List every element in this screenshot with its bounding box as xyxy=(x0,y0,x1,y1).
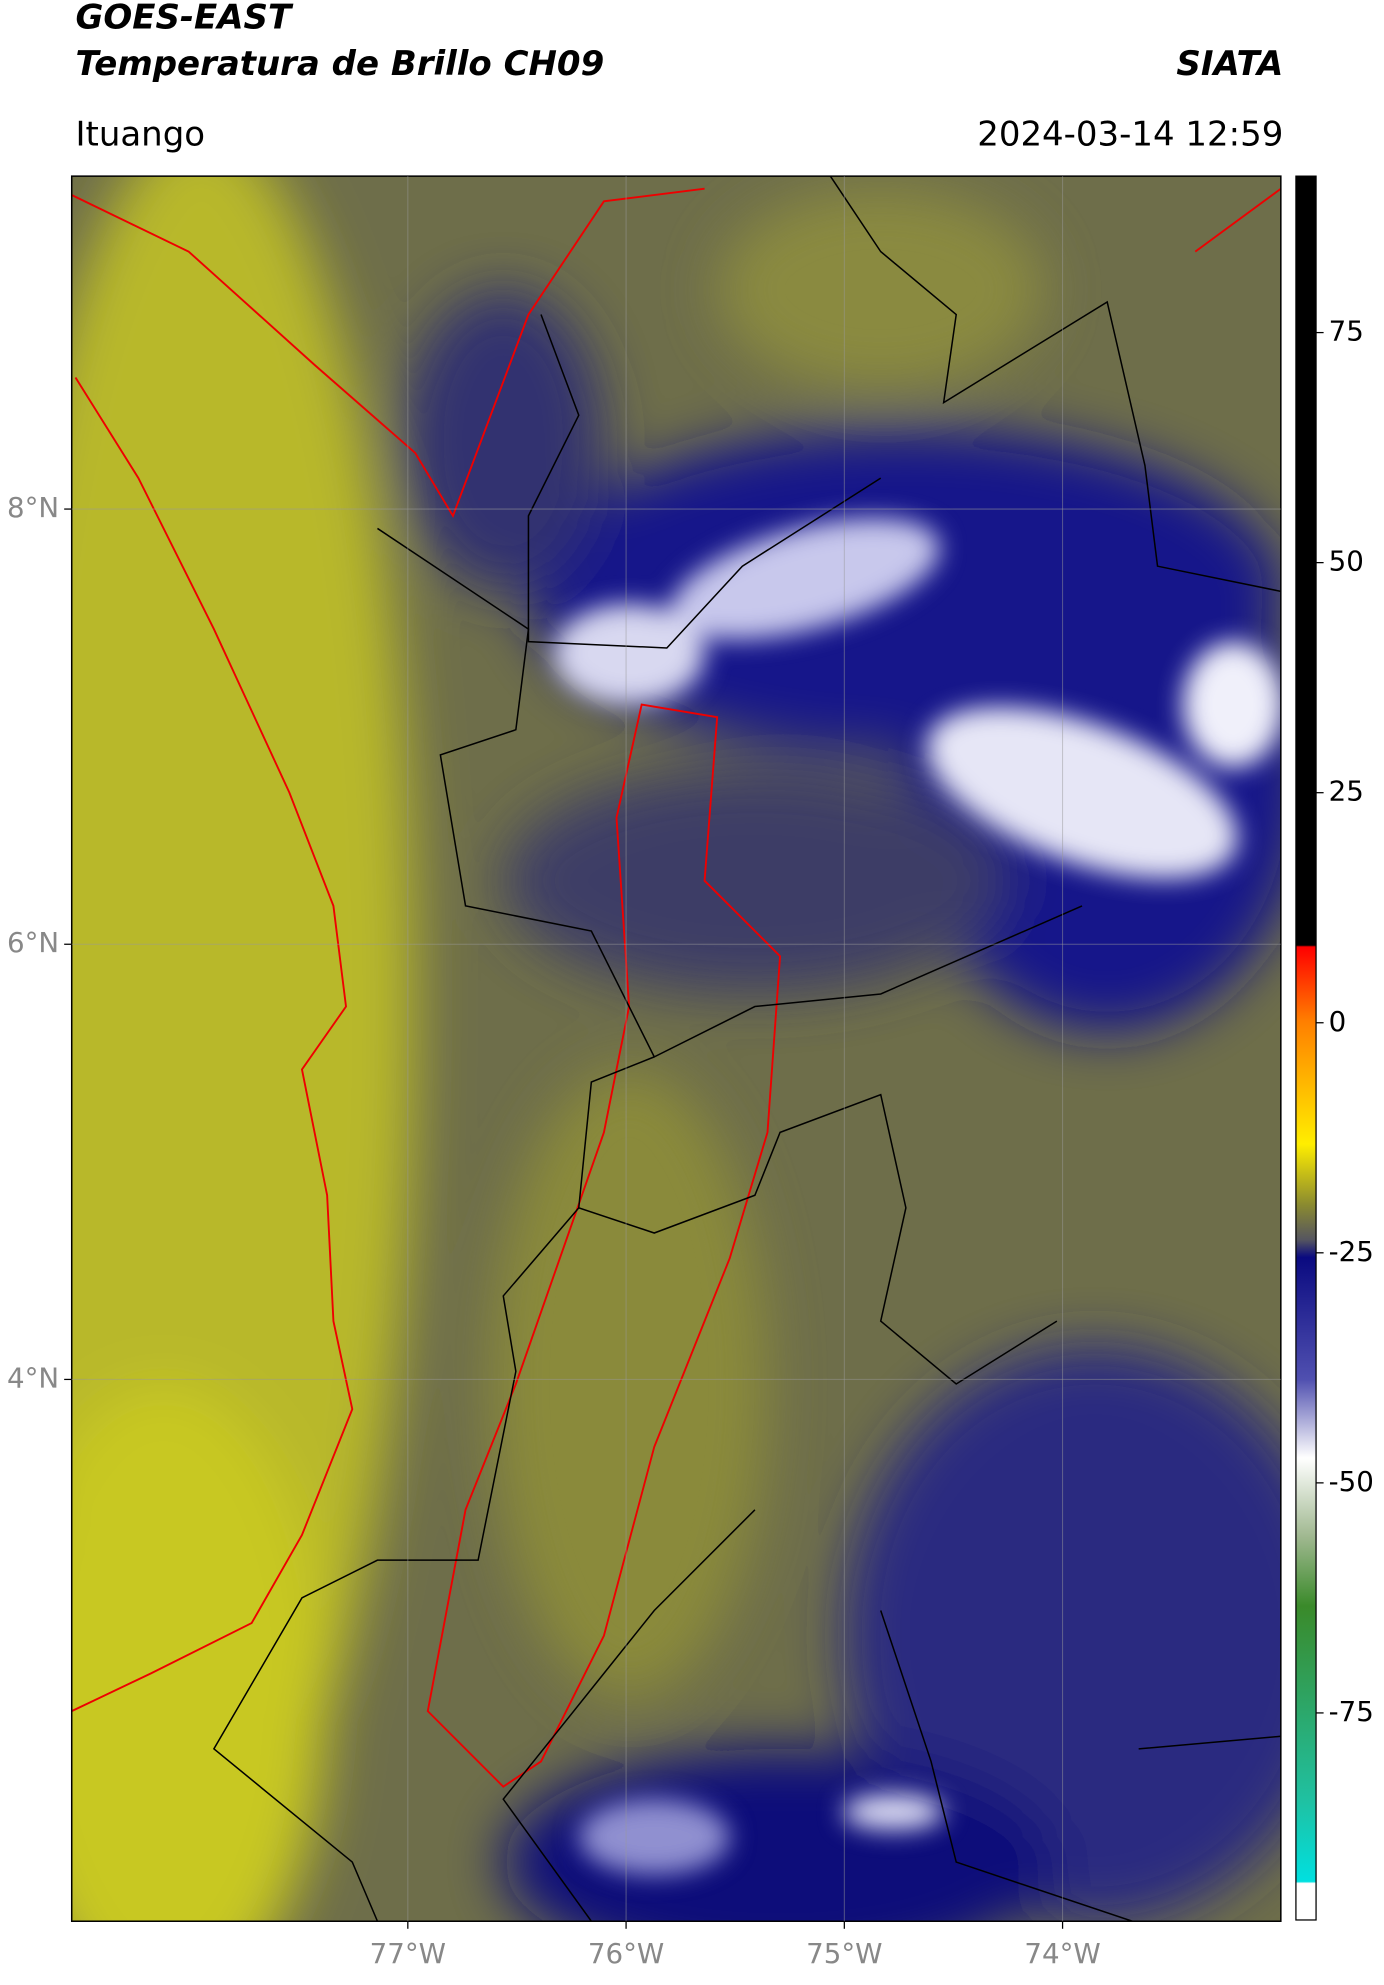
x-tick-label: 74°W xyxy=(1024,1937,1100,1970)
colorbar-tick-label: -50 xyxy=(1329,1465,1374,1498)
subtitle: Temperatura de Brillo CH09 xyxy=(75,44,604,84)
satellite-image xyxy=(71,176,1281,1922)
y-tick-label: 6°N xyxy=(7,926,59,959)
x-tick-label: 76°W xyxy=(588,1937,664,1970)
y-tick-label: 4°N xyxy=(7,1361,59,1394)
colorbar-tick-label: 25 xyxy=(1329,775,1364,808)
credit: SIATA xyxy=(1176,44,1283,84)
colorbar-tick-label: -25 xyxy=(1329,1235,1374,1268)
region: Ituango xyxy=(75,114,205,154)
colorbar-tick-label: 50 xyxy=(1329,545,1364,578)
colorbar xyxy=(1295,175,1317,1921)
map-frame xyxy=(70,175,1282,1922)
title: GOES-EAST xyxy=(75,0,293,37)
colorbar-tick-label: 75 xyxy=(1329,315,1364,348)
timestamp: 2024-03-14 12:59 xyxy=(977,114,1283,154)
x-tick-label: 75°W xyxy=(806,1937,882,1970)
colorbar-tick-label: -75 xyxy=(1329,1695,1374,1728)
y-tick-label: 8°N xyxy=(7,491,59,524)
x-tick-label: 77°W xyxy=(370,1937,446,1970)
colorbar-tick-label: 0 xyxy=(1329,1005,1347,1038)
